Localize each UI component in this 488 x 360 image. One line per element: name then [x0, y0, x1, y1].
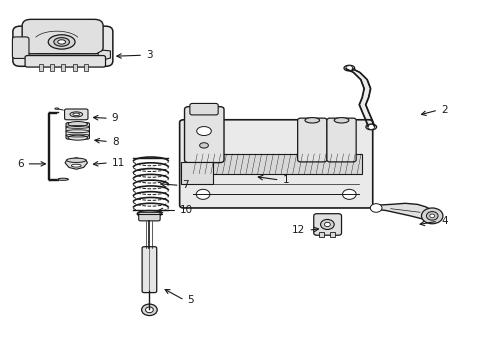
Polygon shape [181, 162, 212, 184]
FancyBboxPatch shape [139, 212, 160, 221]
Ellipse shape [343, 65, 354, 71]
Bar [61, 64, 65, 71]
FancyBboxPatch shape [179, 120, 372, 208]
FancyBboxPatch shape [12, 37, 29, 58]
Bar [330, 232, 334, 237]
Ellipse shape [137, 211, 161, 217]
Ellipse shape [365, 124, 376, 130]
FancyBboxPatch shape [326, 118, 355, 162]
Ellipse shape [70, 112, 82, 117]
Circle shape [345, 66, 352, 71]
Ellipse shape [55, 108, 59, 109]
Ellipse shape [333, 118, 348, 123]
FancyBboxPatch shape [142, 247, 157, 293]
Bar [190, 154, 361, 174]
Text: 1: 1 [282, 175, 288, 185]
Ellipse shape [66, 158, 86, 162]
Circle shape [320, 220, 333, 229]
Circle shape [369, 204, 381, 212]
Circle shape [367, 125, 374, 130]
Circle shape [145, 307, 153, 313]
Text: 12: 12 [292, 225, 305, 235]
Polygon shape [65, 158, 87, 169]
FancyBboxPatch shape [189, 103, 218, 115]
Text: 5: 5 [187, 295, 194, 305]
FancyBboxPatch shape [184, 107, 224, 163]
Circle shape [142, 304, 157, 316]
Text: 2: 2 [440, 105, 447, 115]
Polygon shape [370, 203, 436, 220]
Ellipse shape [68, 122, 87, 127]
Ellipse shape [54, 38, 69, 46]
FancyBboxPatch shape [22, 19, 103, 54]
FancyBboxPatch shape [25, 55, 105, 67]
Circle shape [324, 222, 330, 226]
Polygon shape [98, 50, 110, 61]
Text: 3: 3 [146, 50, 152, 60]
Ellipse shape [58, 178, 68, 180]
Ellipse shape [68, 135, 87, 140]
Bar [84, 64, 88, 71]
Ellipse shape [305, 118, 319, 123]
Ellipse shape [73, 113, 80, 116]
Bar [39, 64, 42, 71]
Circle shape [426, 212, 437, 220]
Text: 4: 4 [440, 216, 447, 226]
FancyBboxPatch shape [64, 109, 88, 120]
FancyBboxPatch shape [66, 123, 89, 139]
Circle shape [342, 189, 355, 199]
FancyBboxPatch shape [313, 214, 341, 235]
Text: 7: 7 [182, 180, 189, 190]
Bar [73, 64, 77, 71]
Bar [319, 232, 324, 237]
Ellipse shape [48, 35, 75, 49]
Ellipse shape [194, 106, 213, 113]
Ellipse shape [199, 143, 208, 148]
Bar [50, 64, 54, 71]
Text: 8: 8 [112, 137, 118, 147]
FancyBboxPatch shape [297, 118, 326, 162]
FancyBboxPatch shape [13, 26, 113, 66]
Circle shape [196, 189, 209, 199]
Circle shape [429, 214, 434, 218]
Ellipse shape [58, 40, 65, 44]
Text: 6: 6 [17, 159, 23, 169]
Text: 10: 10 [180, 206, 193, 216]
Circle shape [421, 208, 442, 224]
Text: 11: 11 [112, 158, 125, 168]
Ellipse shape [196, 127, 211, 135]
Text: 9: 9 [112, 113, 118, 123]
Ellipse shape [71, 164, 81, 167]
